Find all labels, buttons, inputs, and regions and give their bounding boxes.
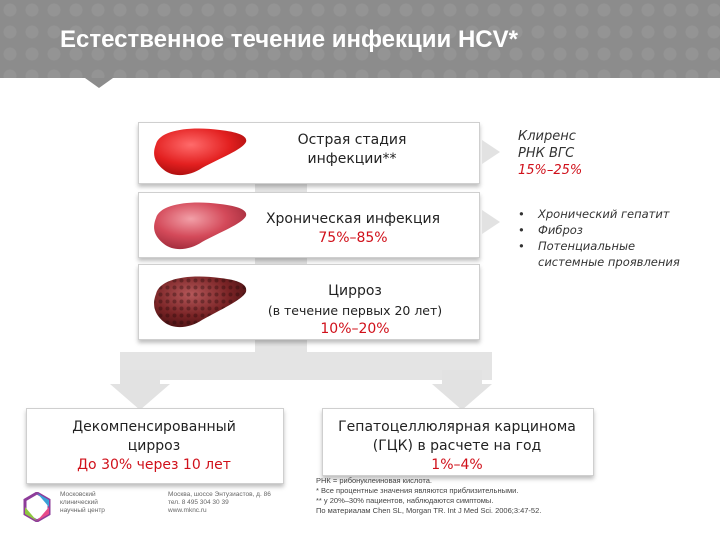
footer-org: Московский клинический научный центр xyxy=(60,491,105,515)
stage-acute-line1: Острая стадия xyxy=(297,132,407,148)
decompensated-box xyxy=(26,408,284,484)
chronic-outcomes-list: Хронический гепатит Фиброз Потенциальные… xyxy=(518,206,688,270)
footer-contact: Москва, шоссе Энтузиастов, д. 86 тел. 8 … xyxy=(168,491,271,515)
header-banner xyxy=(0,0,720,78)
hcc-line2: (ГЦК) в расчете на год xyxy=(372,438,542,454)
footnote-line: ** у 20%–30% пациентов, наблюдаются симп… xyxy=(316,496,494,505)
hcc-label: Гепатоцеллюлярная карцинома (ГЦК) в расч… xyxy=(322,418,592,475)
slide-title: Естественное течение инфекции HCV* xyxy=(60,26,518,53)
arrow-down-right xyxy=(432,370,492,410)
decompensated-line1: Декомпенсированный xyxy=(72,419,236,435)
stage-chronic-label: Хроническая инфекция 75%–85% xyxy=(248,210,458,248)
clearance-note: Клиренс РНК ВГС 15%–25% xyxy=(518,128,582,179)
footer-org-line: научный центр xyxy=(60,507,105,514)
chronic-outcome-item: Потенциальные системные проявления xyxy=(518,238,688,270)
arrow-to-clearance xyxy=(482,140,500,164)
decompensated-label: Декомпенсированный цирроз До 30% через 1… xyxy=(26,418,282,475)
footer-org-line: Московский xyxy=(60,491,96,498)
chronic-outcome-item: Фиброз xyxy=(518,222,688,238)
stage-cirrhosis-line1: Цирроз xyxy=(328,283,382,299)
stage-cirrhosis-label: Цирроз (в течение первых 20 лет) 10%–20% xyxy=(250,282,460,339)
liver-cirrhosis-icon xyxy=(154,276,247,328)
clearance-line1: Клиренс xyxy=(518,129,576,144)
footer-contact-line: тел. 8 495 304 30 39 xyxy=(168,499,229,506)
footer-contact-line: Москва, шоссе Энтузиастов, д. 86 xyxy=(168,491,271,498)
stage-cirrhosis-line2: (в течение первых 20 лет) xyxy=(267,303,443,318)
footnote-line: * Все процентные значения являются прибл… xyxy=(316,486,519,495)
chronic-outcome-item: Хронический гепатит xyxy=(518,206,688,222)
stage-cirrhosis-value: 10%–20% xyxy=(320,321,390,337)
arrow-down-left xyxy=(110,370,170,410)
arrow-to-outcomes xyxy=(482,210,500,234)
footer-contact-line: www.mknc.ru xyxy=(168,507,207,514)
stage-acute-label: Острая стадия инфекции** xyxy=(262,131,442,169)
header-pointer xyxy=(85,78,113,88)
stage-chronic-line1: Хроническая инфекция xyxy=(265,211,441,227)
decompensated-line2: цирроз xyxy=(127,438,181,454)
clearance-value: 15%–25% xyxy=(518,163,583,178)
stage-acute-line2: инфекции** xyxy=(307,151,397,167)
stage-chronic-value: 75%–85% xyxy=(318,230,388,246)
footer-org-line: клинический xyxy=(60,499,98,506)
footnote-line: РНК = рибонуклеиновая кислота. xyxy=(316,476,432,485)
clearance-line2: РНК ВГС xyxy=(518,146,575,161)
hcc-value: 1%–4% xyxy=(431,457,483,473)
hcc-line1: Гепатоцеллюлярная карцинома xyxy=(338,419,576,435)
clinic-logo-icon xyxy=(23,492,51,522)
liver-acute-icon xyxy=(154,128,247,176)
liver-chronic-icon xyxy=(154,202,247,250)
decompensated-value: До 30% через 10 лет xyxy=(77,457,231,473)
hcc-box xyxy=(322,408,594,476)
footnotes: РНК = рибонуклеиновая кислота. * Все про… xyxy=(316,476,541,516)
footnote-line: По материалам Chen SL, Morgan TR. Int J … xyxy=(316,506,542,515)
bottom-connector xyxy=(120,352,492,380)
